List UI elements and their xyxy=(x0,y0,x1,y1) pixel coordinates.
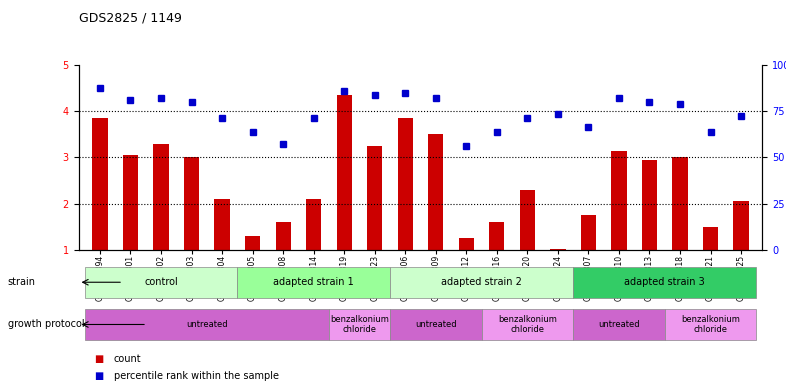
Text: count: count xyxy=(114,354,141,364)
Bar xyxy=(367,146,382,250)
Text: ■: ■ xyxy=(94,371,104,381)
Text: benzalkonium
chloride: benzalkonium chloride xyxy=(498,315,556,334)
Text: strain: strain xyxy=(8,277,36,287)
FancyBboxPatch shape xyxy=(390,309,482,340)
Bar xyxy=(428,134,443,250)
FancyBboxPatch shape xyxy=(665,309,756,340)
FancyBboxPatch shape xyxy=(573,266,756,298)
Text: percentile rank within the sample: percentile rank within the sample xyxy=(114,371,279,381)
Bar xyxy=(612,151,626,250)
Text: untreated: untreated xyxy=(186,320,228,329)
Text: adapted strain 2: adapted strain 2 xyxy=(441,277,522,287)
Text: benzalkonium
chloride: benzalkonium chloride xyxy=(681,315,740,334)
Bar xyxy=(215,199,230,250)
FancyBboxPatch shape xyxy=(85,309,329,340)
FancyBboxPatch shape xyxy=(329,309,390,340)
Bar xyxy=(459,238,474,250)
Bar xyxy=(184,157,199,250)
Bar xyxy=(398,118,413,250)
Bar xyxy=(550,249,565,250)
FancyBboxPatch shape xyxy=(390,266,573,298)
Text: growth protocol: growth protocol xyxy=(8,319,84,329)
Bar xyxy=(276,222,291,250)
Bar xyxy=(92,118,108,250)
Bar xyxy=(703,227,718,250)
FancyBboxPatch shape xyxy=(85,266,237,298)
Text: benzalkonium
chloride: benzalkonium chloride xyxy=(330,315,389,334)
Bar xyxy=(642,160,657,250)
Bar xyxy=(336,95,352,250)
Bar xyxy=(581,215,596,250)
FancyBboxPatch shape xyxy=(573,309,665,340)
Bar xyxy=(672,157,688,250)
FancyBboxPatch shape xyxy=(482,309,573,340)
Bar xyxy=(245,236,260,250)
Text: untreated: untreated xyxy=(415,320,457,329)
Bar xyxy=(153,144,169,250)
Bar xyxy=(733,201,749,250)
Text: untreated: untreated xyxy=(598,320,640,329)
Bar xyxy=(306,199,321,250)
Bar xyxy=(489,222,505,250)
Bar xyxy=(520,190,535,250)
Text: control: control xyxy=(144,277,178,287)
Bar xyxy=(123,155,138,250)
FancyBboxPatch shape xyxy=(237,266,390,298)
Text: adapted strain 3: adapted strain 3 xyxy=(624,277,705,287)
Text: ■: ■ xyxy=(94,354,104,364)
Text: adapted strain 1: adapted strain 1 xyxy=(274,277,354,287)
Text: GDS2825 / 1149: GDS2825 / 1149 xyxy=(79,12,182,25)
